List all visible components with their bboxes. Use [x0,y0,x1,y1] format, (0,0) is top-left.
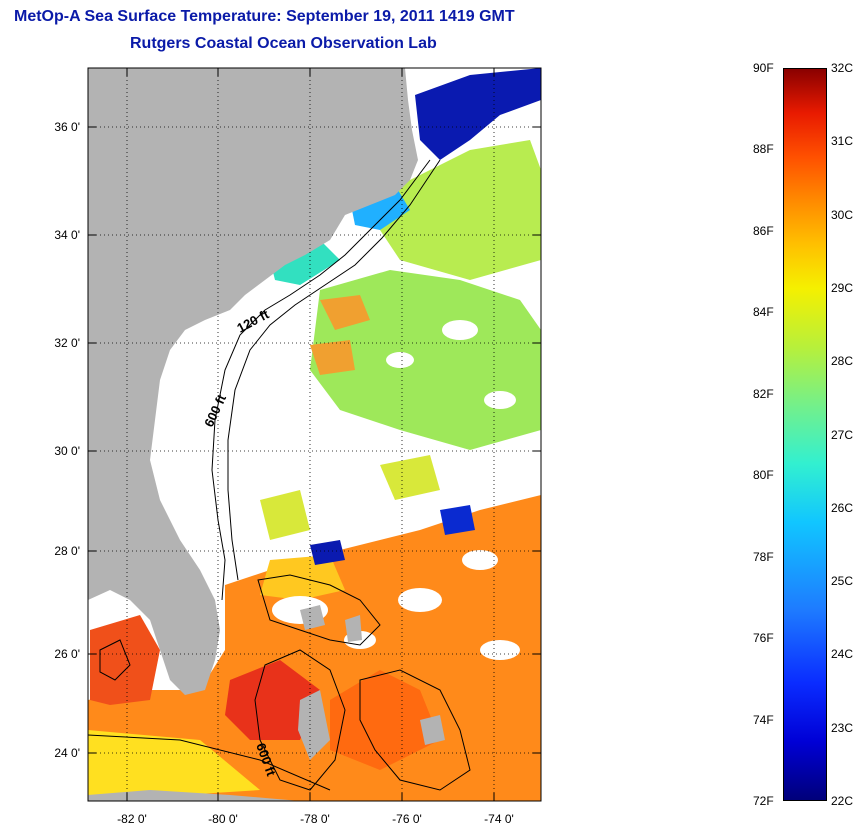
land-cuba [88,790,300,801]
yellow-water-region [88,730,260,801]
colorbar [783,68,827,801]
lon-label-78: -78 0' [300,812,330,826]
lat-label-30: 30 0' [54,444,80,458]
hot-core-region-2 [330,670,440,770]
colorbar-c-label: 28C [831,354,854,369]
gulf-warm-region [90,615,160,705]
lat-label-28: 28 0' [54,544,80,558]
hot-core-region [225,660,320,740]
map-frame [87,67,542,802]
cold-water-region [415,68,541,160]
lon-label-76: -76 0' [392,812,422,826]
lat-label-24: 24 0' [54,746,80,760]
cool-water-region-2 [270,240,340,285]
orange-patch [320,295,370,330]
colorbar-c-label: 31C [831,134,854,149]
colorbar-c-label: 32C [831,61,854,75]
lon-label-82: -82 0' [117,812,147,826]
colorbar-f-label: 82F [753,386,774,401]
mild-water-region-2 [380,140,541,280]
colorbar-f-label: 90F [753,61,774,75]
land-bahamas [298,605,445,760]
colorbar-f-label: 80F [753,468,774,483]
map-title: MetOp-A Sea Surface Temperature: Septemb… [14,8,515,25]
colorbar-c-label: 24C [831,647,854,662]
colorbar-c-label: 30C [831,207,854,222]
colorbar-f-label: 78F [753,549,774,564]
map-subtitle: Rutgers Coastal Ocean Observation Lab [130,35,437,52]
colorbar-f-label: 76F [753,631,774,646]
colorbar-c-label: 26C [831,500,854,515]
colorbar-f-label: 72F [753,794,774,808]
lon-label-74: -74 0' [484,812,514,826]
yellow-green-patch-2 [260,490,310,540]
bathymetry-contours [88,159,471,791]
colorbar-c-label: 25C [831,574,854,589]
lat-label-26: 26 0' [54,647,80,661]
yellow-green-patch [380,455,440,500]
land-us-coast [88,68,418,695]
cold-water-patch [310,540,345,565]
orange-patch-2 [310,340,355,375]
colorbar-f-label: 74F [753,712,774,727]
lon-label-80: -80 0' [208,812,238,826]
axis-ticks [88,68,541,801]
colorbar-f-label: 84F [753,305,774,320]
colorbar-c-label: 29C [831,280,854,295]
colorbar-c-label: 27C [831,427,854,442]
colorbar-f-label: 88F [753,142,774,157]
yellow-water-region-2 [260,555,345,600]
lat-label-36: 36 0' [54,120,80,134]
colorbar-c-label: 22C [831,794,854,808]
colorbar-c-label: 23C [831,720,854,735]
map-body: 120 ft 600 ft 600 ft [88,68,541,801]
lat-label-34: 34 0' [54,228,80,242]
colorbar-f-label: 86F [753,223,774,238]
cold-water-patch-2 [440,505,475,535]
lat-label-32: 32 0' [54,336,80,350]
